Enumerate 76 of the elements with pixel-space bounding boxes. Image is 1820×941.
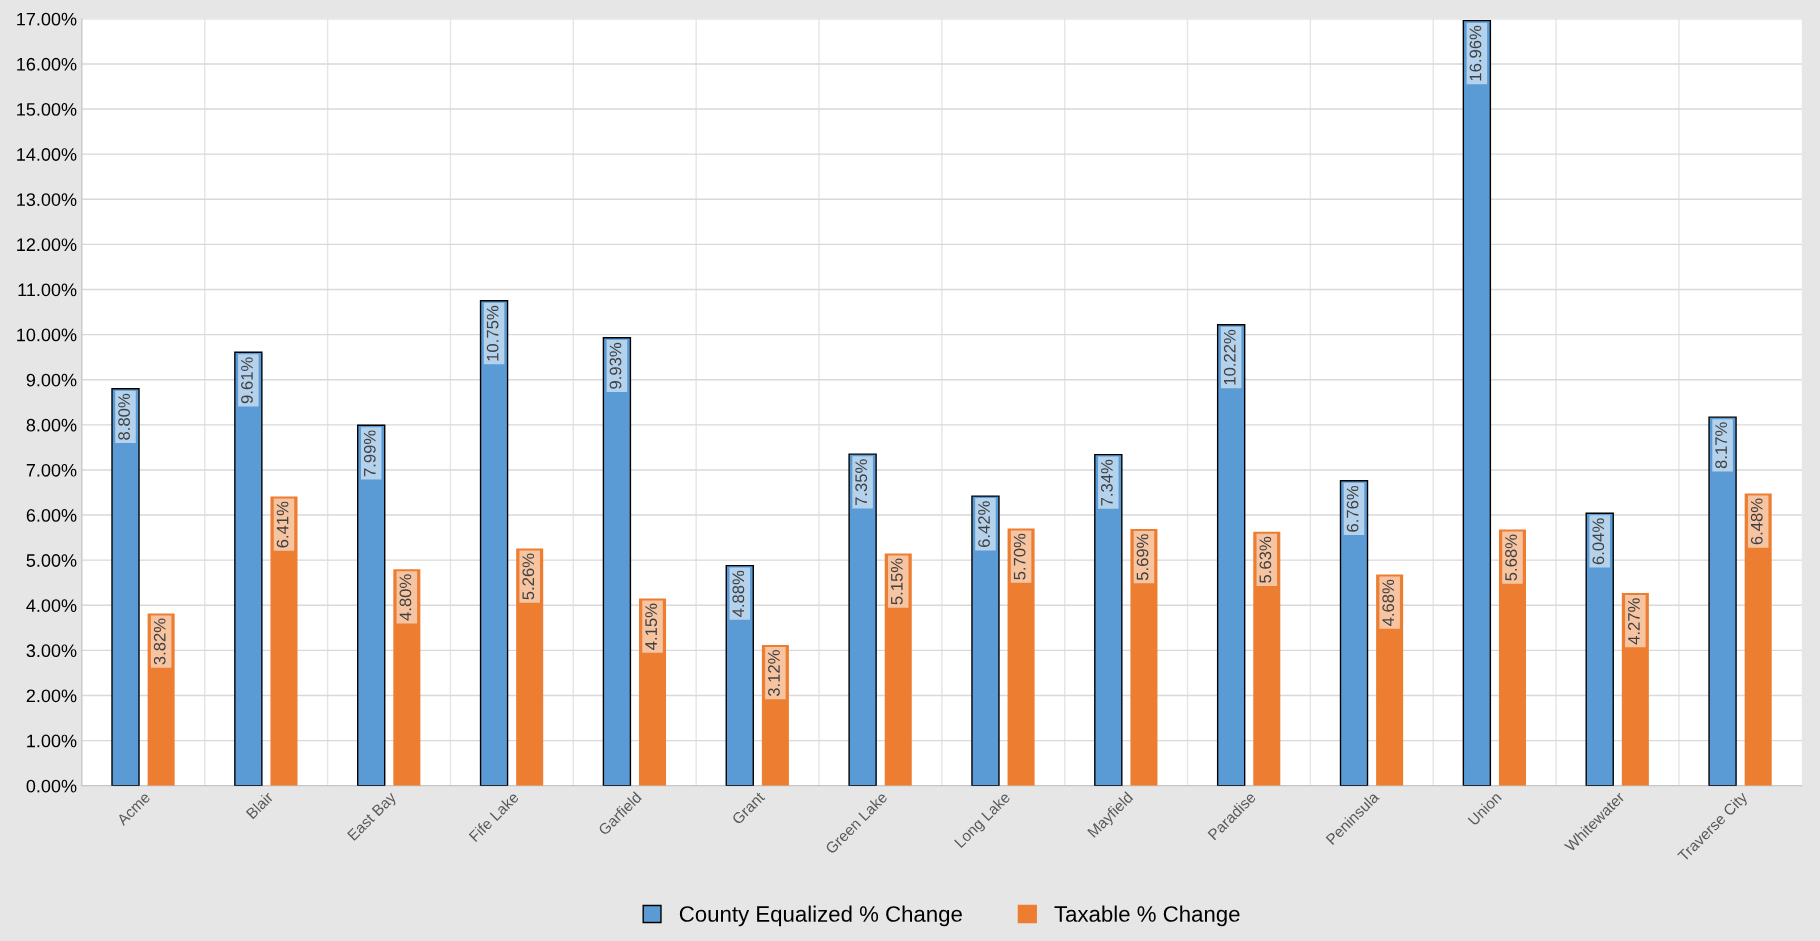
legend-label: County Equalized % Change — [679, 905, 962, 927]
bar — [479, 300, 509, 786]
data-label: 5.68% — [1505, 534, 1517, 581]
data-label: 5.26% — [522, 553, 535, 600]
data-label: 4.80% — [399, 574, 412, 621]
bar — [1708, 416, 1737, 786]
bar — [602, 337, 632, 786]
y-tick-label: 1.00% — [27, 734, 77, 748]
data-label: 4.68% — [1382, 579, 1395, 626]
y-tick-label: 3.00% — [26, 644, 77, 658]
y-tick-label: 12.00% — [17, 238, 77, 252]
bar — [111, 388, 140, 786]
y-tick-label: 7.00% — [26, 463, 77, 477]
data-label: 9.61% — [241, 357, 253, 404]
y-tick-label: 13.00% — [17, 193, 77, 206]
bar — [270, 496, 298, 786]
bar — [234, 351, 263, 786]
data-label: 6.48% — [1750, 498, 1763, 545]
data-label: 6.04% — [1592, 518, 1605, 565]
bar — [1498, 529, 1526, 786]
y-tick-label: 17.00% — [17, 12, 77, 26]
y-tick-label: 4.00% — [26, 599, 77, 612]
bar — [1585, 512, 1614, 786]
data-label: 5.69% — [1136, 534, 1149, 581]
y-tick-label: 11.00% — [18, 283, 77, 297]
bar — [1744, 493, 1772, 786]
data-label: 10.22% — [1223, 329, 1236, 385]
bar — [1094, 453, 1123, 786]
y-tick-label: 8.00% — [26, 418, 77, 432]
bar — [1376, 574, 1404, 786]
bar — [1007, 528, 1035, 786]
data-label: 4.88% — [732, 570, 745, 617]
y-tick-label: 9.00% — [26, 373, 77, 387]
bar — [848, 453, 877, 786]
bar — [516, 548, 544, 786]
data-label: 6.41% — [276, 501, 289, 548]
bar — [725, 564, 754, 786]
data-label: 10.75% — [486, 305, 499, 361]
data-label: 6.42% — [978, 501, 990, 548]
y-tick-label: 0.00% — [26, 779, 77, 793]
bar — [1339, 480, 1369, 786]
bar — [147, 613, 175, 786]
data-label: 3.12% — [768, 650, 780, 697]
data-label: 8.80% — [118, 393, 130, 440]
y-tick-label: 6.00% — [26, 508, 77, 522]
bar — [393, 569, 421, 786]
bar — [1216, 323, 1246, 786]
data-label: 7.34% — [1100, 459, 1113, 506]
y-tick-label: 16.00% — [17, 57, 77, 71]
data-label: 16.96% — [1469, 25, 1482, 81]
bar — [761, 644, 789, 786]
y-tick-label: 2.00% — [26, 689, 77, 703]
bar — [1130, 529, 1158, 786]
data-label: 3.82% — [153, 618, 166, 665]
bar — [639, 598, 667, 786]
data-label: 5.70% — [1013, 533, 1026, 580]
data-label: 7.35% — [855, 459, 868, 506]
data-label: 6.76% — [1346, 485, 1359, 532]
data-label: 5.15% — [890, 558, 903, 605]
bar — [357, 424, 386, 786]
y-tick-label: 14.00% — [17, 148, 77, 161]
data-label: 7.99% — [363, 430, 376, 477]
y-tick-label: 10.00% — [17, 328, 77, 342]
data-label: 4.15% — [645, 603, 658, 650]
bar — [1621, 593, 1649, 786]
bar — [884, 553, 912, 786]
data-label: 9.93% — [609, 342, 622, 389]
legend-label: Taxable % Change — [1054, 905, 1240, 927]
bar — [1462, 19, 1492, 786]
bar — [1253, 531, 1281, 786]
bar — [971, 495, 1000, 786]
y-tick-label: 5.00% — [26, 554, 77, 567]
data-label: 4.27% — [1628, 598, 1640, 645]
data-label: 5.63% — [1259, 536, 1272, 583]
y-tick-label: 15.00% — [17, 102, 77, 116]
data-label: 8.17% — [1715, 422, 1728, 469]
